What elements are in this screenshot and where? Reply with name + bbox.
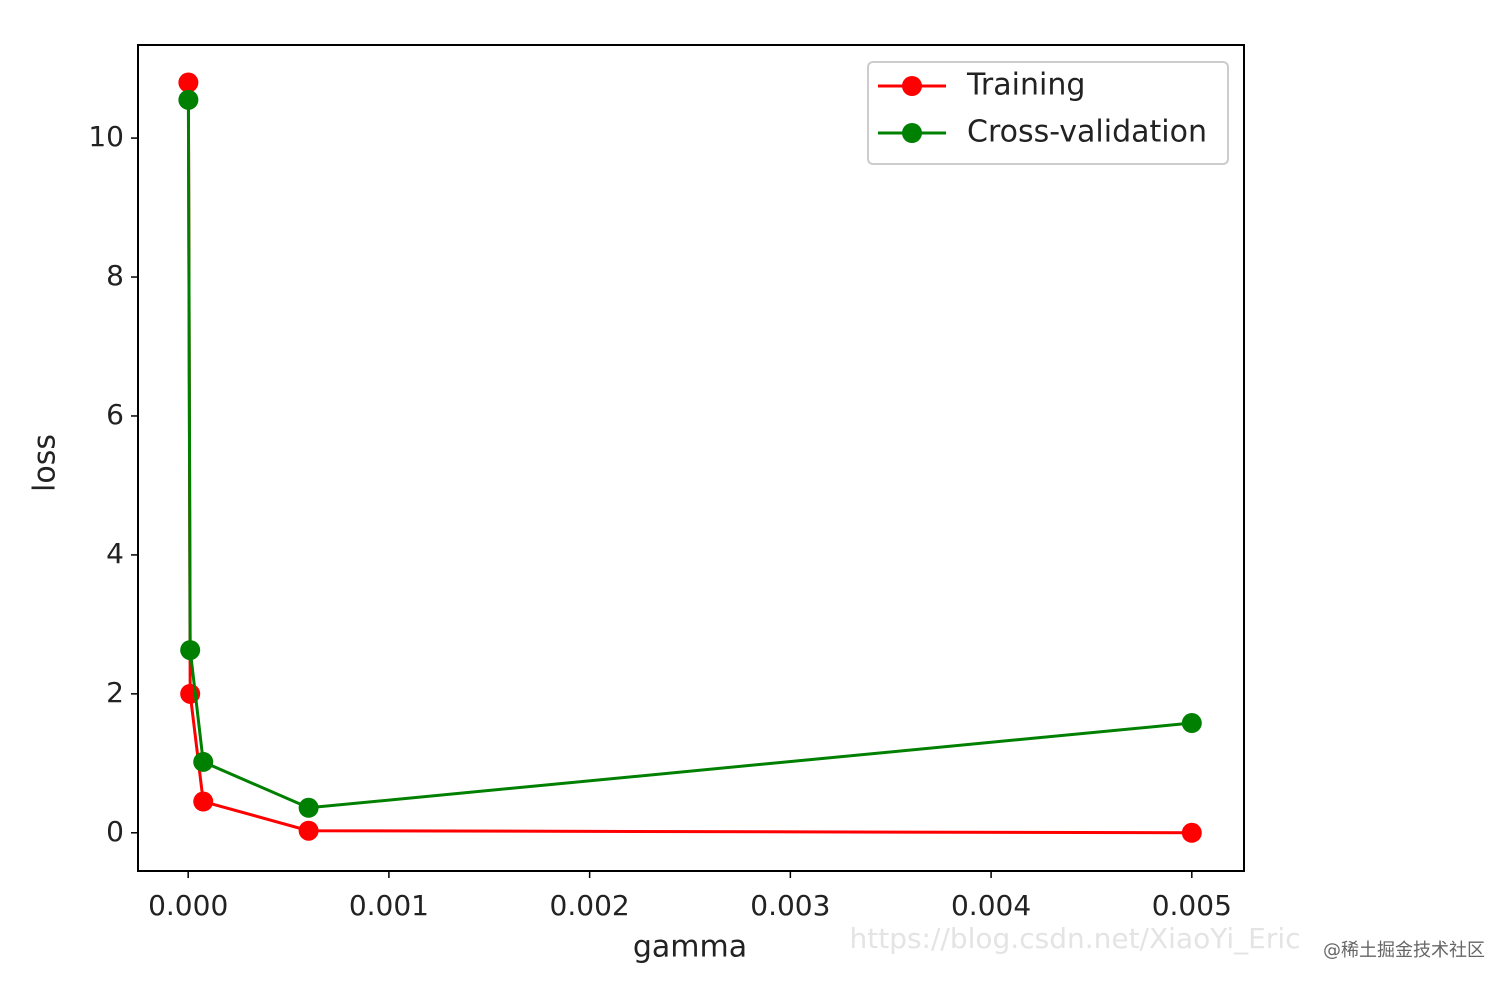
point xyxy=(178,89,199,110)
plot-frame xyxy=(137,44,1245,872)
watermark: @稀土掘金技术社区 xyxy=(1323,940,1485,961)
legend-marker xyxy=(902,76,922,96)
point xyxy=(1181,822,1202,843)
x-tick-label: 0.004 xyxy=(951,889,1031,922)
point xyxy=(1181,713,1202,734)
x-tick-label: 0.002 xyxy=(550,889,630,922)
y-tick-label: 8 xyxy=(106,259,124,292)
series-line xyxy=(186,99,1192,810)
x-tick-label: 0.000 xyxy=(148,889,228,922)
legend-label: Training xyxy=(966,68,1085,103)
point xyxy=(180,640,201,661)
point xyxy=(298,820,319,841)
y-tick-label: 0 xyxy=(106,815,124,848)
point xyxy=(178,72,199,93)
point xyxy=(193,751,214,772)
y-axis-label: loss xyxy=(28,434,63,492)
x-axis-label: gamma xyxy=(633,930,747,965)
legend-box xyxy=(867,61,1229,165)
legend-marker xyxy=(902,123,922,143)
x-tick-label: 0.003 xyxy=(750,889,830,922)
x-tick-label: 0.001 xyxy=(349,889,429,922)
y-tick-label: 4 xyxy=(106,537,124,570)
watermark: https://blog.csdn.net/XiaoYi_Eric xyxy=(849,922,1300,955)
y-tick-label: 6 xyxy=(106,398,124,431)
legend-label: Cross-validation xyxy=(967,115,1207,150)
point xyxy=(193,791,214,812)
series-line xyxy=(186,82,1192,835)
point xyxy=(298,797,319,818)
y-tick-label: 2 xyxy=(106,676,124,709)
y-tick-label: 10 xyxy=(88,120,124,153)
x-tick-label: 0.005 xyxy=(1152,889,1232,922)
